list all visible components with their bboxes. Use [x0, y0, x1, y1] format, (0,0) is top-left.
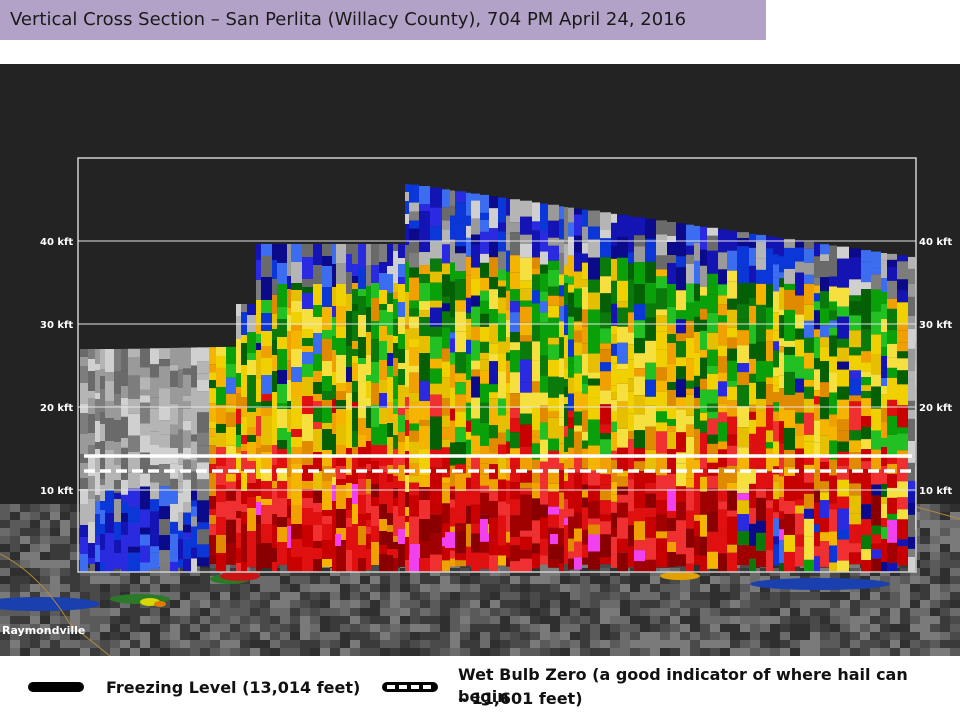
wet-bulb-legend-label-line2: – 11,601 feet): [458, 689, 583, 708]
right-axis-label-30: 30 kft: [919, 320, 952, 331]
left-axis-label-40: 40 kft: [40, 237, 73, 248]
legend: Freezing Level (13,014 feet) Wet Bulb Ze…: [0, 656, 960, 720]
solid-line-icon: [28, 682, 84, 692]
right-axis-label-20: 20 kft: [919, 403, 952, 414]
freezing-level-legend-label: Freezing Level (13,014 feet): [106, 678, 361, 697]
wet-bulb-legend-label-line1: Wet Bulb Zero (a good indicator of where…: [458, 665, 908, 706]
radar-cross-section-image: 40 kft 30 kft 20 kft 10 kft 40 kft 30 kf…: [0, 157, 960, 656]
right-axis-label-10: 10 kft: [919, 486, 952, 497]
reflectivity-echoes: [80, 184, 916, 572]
right-axis-label-40: 40 kft: [919, 237, 952, 248]
dashed-line-icon: [382, 682, 438, 692]
left-axis-label-30: 30 kft: [40, 320, 73, 331]
map-city-label: Raymondville: [2, 624, 85, 637]
radar-cross-section-panel: 40 kft 30 kft 20 kft 10 kft 40 kft 30 kf…: [0, 64, 960, 656]
page-title: Vertical Cross Section – San Perlita (Wi…: [0, 0, 766, 40]
left-axis-label-20: 20 kft: [40, 403, 73, 414]
cross-section-frame: [77, 157, 917, 573]
left-axis-label-10: 10 kft: [40, 486, 73, 497]
